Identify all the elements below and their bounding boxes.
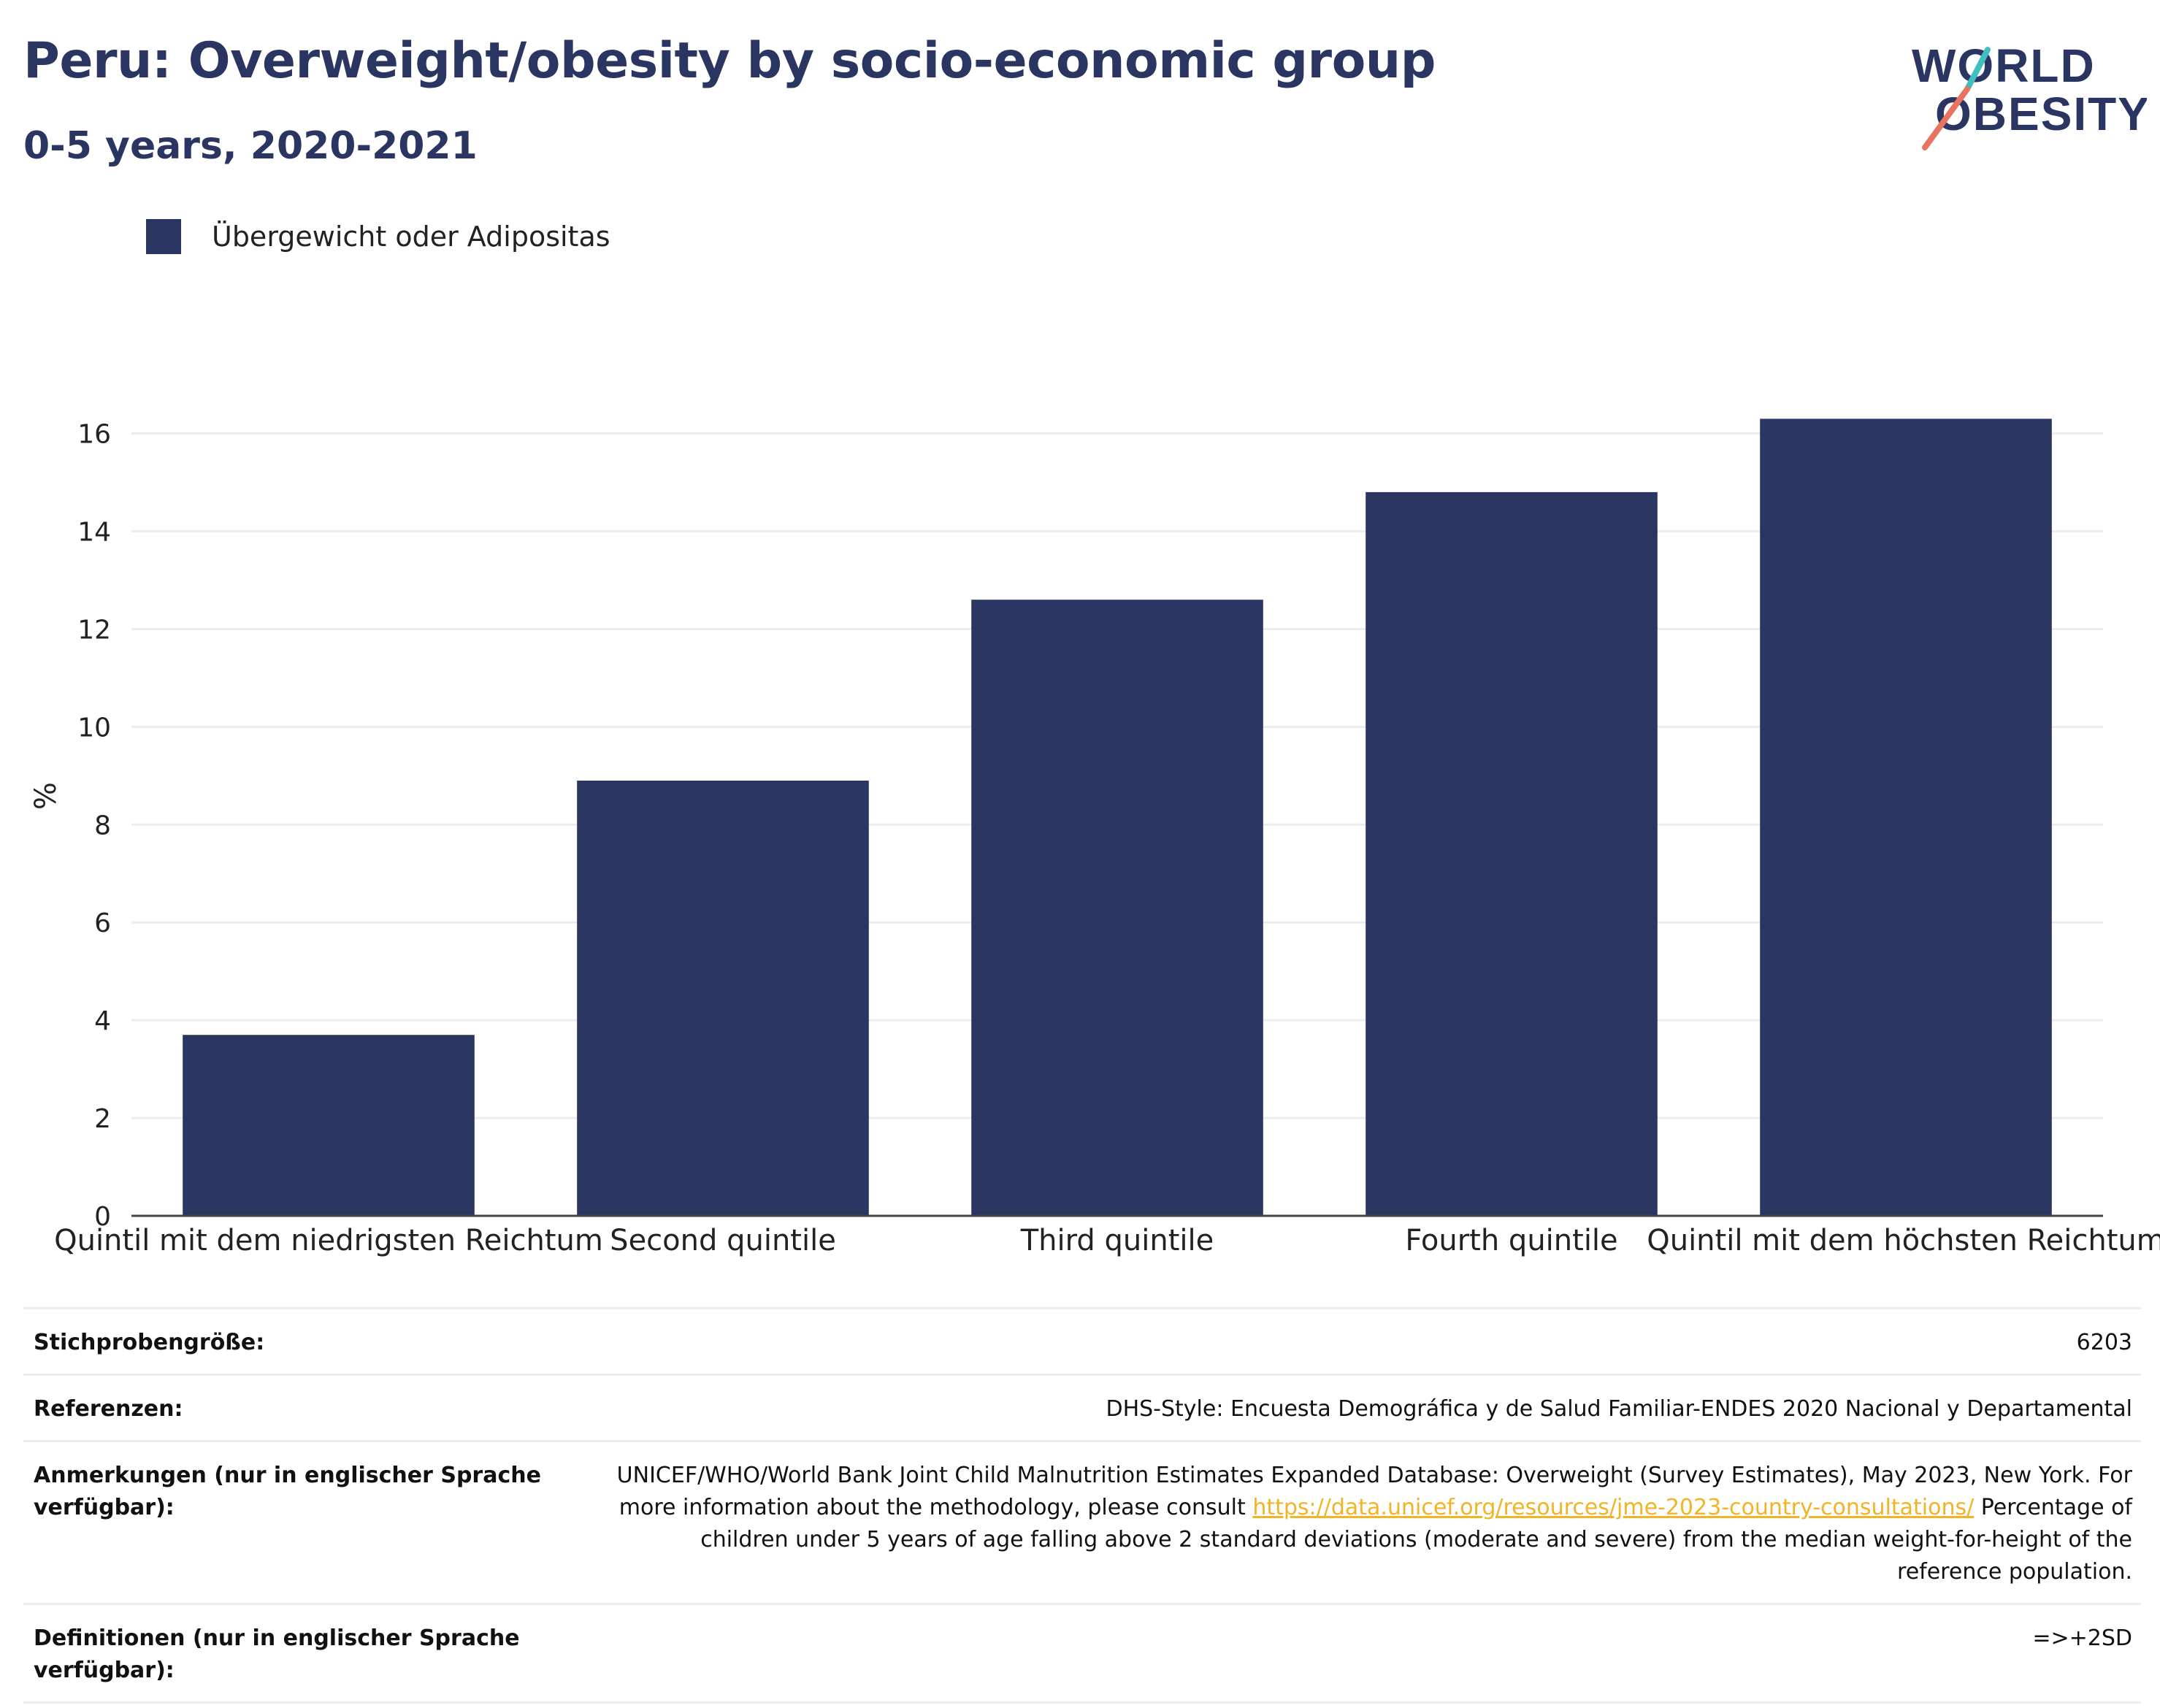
bar	[1760, 418, 2052, 1216]
y-tick-label: 0	[94, 1202, 111, 1232]
page-title: Peru: Overweight/obesity by socio-econom…	[23, 32, 1436, 90]
x-tick-label: Second quintile	[610, 1224, 836, 1257]
sample-size-key: Stichprobengröße:	[23, 1307, 597, 1375]
x-tick-label: Fourth quintile	[1405, 1224, 1617, 1257]
y-tick-label: 10	[77, 713, 111, 743]
notes-text-pre: UNICEF/WHO/World Bank Joint Child Malnut…	[616, 1463, 2132, 1520]
world-obesity-logo: WORLD OBESITY	[1906, 22, 2149, 153]
notes-key: Anmerkungen (nur in englischer Sprache v…	[23, 1440, 597, 1604]
svg-text:OBESITY: OBESITY	[1935, 88, 2147, 140]
bar-chart: 0 2 4 6 8 10 12 14 16 Quintil mit dem niedrigste…	[29, 418, 2160, 1257]
bar	[971, 600, 1263, 1216]
y-tick-label: 6	[94, 908, 111, 938]
y-tick-label: 2	[94, 1104, 111, 1134]
info-row-references: Referenzen: DHS-Style: Encuesta Demográf…	[23, 1374, 2141, 1441]
references-key: Referenzen:	[23, 1374, 597, 1441]
x-tick-labels: Quintil mit dem niedrigsten Reichtum Seco…	[54, 1224, 2160, 1257]
chart-legend: Übergewicht oder Adipositas	[146, 218, 610, 256]
definitions-key: Definitionen (nur in englischer Sprache …	[23, 1603, 597, 1704]
bar	[1366, 491, 1658, 1216]
y-tick-label: 14	[77, 518, 111, 548]
notes-text-post: Percentage of children under 5 years of …	[700, 1495, 2132, 1585]
info-row-definitions: Definitionen (nur in englischer Sprache …	[23, 1603, 2141, 1704]
references-value: DHS-Style: Encuesta Demográfica y de Sal…	[597, 1374, 2141, 1441]
sample-size-value: 6203	[597, 1307, 2141, 1375]
y-axis-label: %	[29, 782, 63, 810]
y-tick-label: 4	[94, 1006, 111, 1036]
bar	[577, 781, 869, 1216]
definitions-value: =>+2SD	[597, 1603, 2141, 1704]
y-tick-label: 12	[77, 615, 111, 645]
y-tick-label: 8	[94, 811, 111, 840]
bar	[183, 1035, 475, 1216]
y-tick-labels: 0 2 4 6 8 10 12 14 16	[77, 420, 111, 1232]
legend-swatch	[146, 219, 181, 254]
page-subtitle: 0-5 years, 2020-2021	[23, 124, 478, 168]
info-row-notes: Anmerkungen (nur in englischer Sprache v…	[23, 1440, 2141, 1604]
bars	[183, 418, 2052, 1216]
x-tick-label: Third quintile	[1020, 1224, 1214, 1257]
x-tick-label: Quintil mit dem höchsten Reichtum	[1647, 1224, 2160, 1257]
notes-value: UNICEF/WHO/World Bank Joint Child Malnut…	[597, 1440, 2141, 1604]
info-row-sample-size: Stichprobengröße: 6203	[23, 1307, 2141, 1375]
x-tick-label: Quintil mit dem niedrigsten Reichtum	[54, 1224, 603, 1257]
svg-text:WORLD: WORLD	[1912, 39, 2096, 92]
info-table: Stichprobengröße: 6203 Referenzen: DHS-S…	[23, 1307, 2141, 1704]
notes-link[interactable]: https://data.unicef.org/resources/jme-20…	[1252, 1495, 1975, 1520]
legend-label: Übergewicht oder Adipositas	[212, 221, 610, 253]
y-tick-label: 16	[77, 420, 111, 450]
